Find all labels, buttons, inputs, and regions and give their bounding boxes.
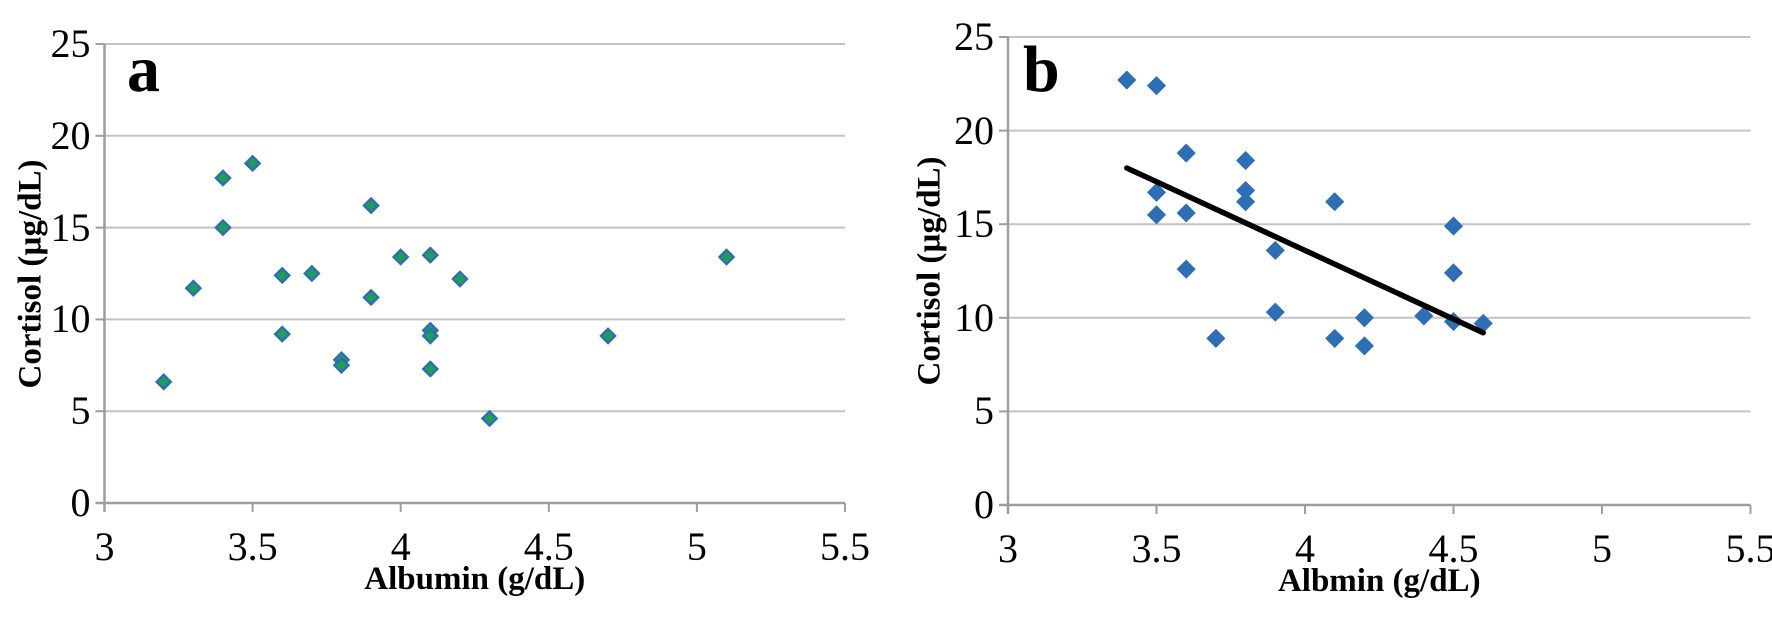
data-point	[1146, 205, 1167, 225]
data-point	[1265, 302, 1285, 322]
y-tick-label: 10	[954, 294, 994, 340]
data-point	[362, 196, 380, 215]
x-tick-label: 3	[998, 526, 1018, 571]
scatter-plot-a	[95, 43, 846, 512]
data-point	[391, 248, 410, 266]
data-point	[1146, 182, 1167, 202]
x-tick-label: 5.5	[1725, 526, 1772, 571]
data-point	[332, 356, 351, 375]
data-point	[214, 218, 232, 237]
y-tick-label: 5	[974, 388, 994, 434]
data-point	[362, 288, 380, 307]
x-tick-label: 3.5	[227, 524, 278, 569]
y-tick-label: 15	[954, 201, 994, 247]
data-point	[451, 270, 469, 288]
data-point	[273, 325, 291, 343]
data-point	[421, 360, 440, 378]
data-point	[273, 266, 291, 285]
data-point	[1443, 216, 1464, 236]
x-tick-label: 4	[390, 524, 411, 569]
data-point	[480, 409, 499, 428]
panel-letter-b: b	[1023, 33, 1060, 106]
y-tick-label: 25	[954, 14, 994, 59]
data-point	[1265, 240, 1285, 260]
data-point	[303, 264, 321, 283]
x-tick-label: 4.5	[523, 524, 574, 569]
x-tick-label: 5	[686, 524, 707, 569]
data-point	[1354, 308, 1374, 328]
data-point	[184, 279, 203, 297]
data-point	[214, 169, 232, 187]
y-tick-label: 20	[50, 112, 91, 158]
x-tick-label: 4.5	[1428, 526, 1479, 571]
y-tick-label: 25	[50, 21, 91, 66]
x-tick-label: 5.5	[820, 524, 870, 569]
data-point	[1236, 192, 1256, 212]
panel-b: b Cortisol (µg/dL) Albmin (g/dL) 3 3.5 4 4.…	[886, 0, 1772, 618]
data-point	[1146, 76, 1167, 96]
y-tick-label: 0	[974, 482, 994, 527]
y-tick-label: 0	[70, 480, 91, 525]
data-point	[1325, 328, 1345, 348]
data-point	[1117, 70, 1137, 90]
data-point	[599, 327, 617, 345]
trend-line	[1124, 165, 1486, 336]
data-point	[1414, 306, 1434, 326]
y-axis-title-a: Cortisol (µg/dL)	[12, 159, 49, 388]
y-axis-title-b: Cortisol (µg/dL)	[911, 156, 948, 386]
scatter-plot-b	[999, 36, 1752, 514]
x-tick-label: 3.5	[1131, 526, 1182, 571]
x-tick-label: 4	[1295, 526, 1315, 571]
data-point	[1176, 203, 1196, 223]
x-axis-title-b: Albmin (g/dL)	[1277, 563, 1481, 599]
data-point	[1176, 259, 1196, 279]
x-tick-label: 5	[1592, 526, 1612, 571]
data-point	[1176, 143, 1196, 163]
data-point	[1236, 150, 1256, 171]
data-point	[1206, 328, 1226, 348]
x-tick-label: 3	[94, 524, 115, 569]
data-point	[421, 327, 440, 345]
data-point	[154, 373, 173, 391]
data-point	[421, 246, 440, 264]
data-point	[243, 154, 262, 173]
data-point	[1443, 263, 1464, 283]
data-point	[1325, 192, 1345, 212]
data-point	[1354, 336, 1374, 356]
panel-a: a Cortisol (µg/dL) Albumin (g/dL) 3 3.5 4 4…	[12, 21, 871, 597]
x-axis-title-a: Albumin (g/dL)	[364, 561, 586, 597]
data-point	[717, 248, 736, 266]
y-tick-label: 10	[50, 296, 91, 342]
panel-letter-a: a	[127, 33, 160, 106]
y-tick-label: 15	[50, 204, 91, 250]
y-tick-label: 20	[954, 107, 994, 153]
y-tick-label: 5	[70, 388, 91, 434]
